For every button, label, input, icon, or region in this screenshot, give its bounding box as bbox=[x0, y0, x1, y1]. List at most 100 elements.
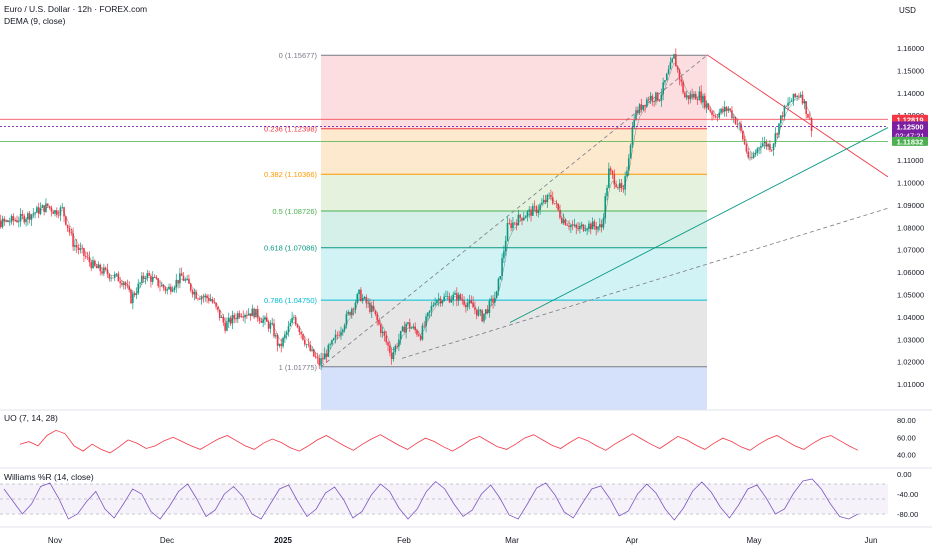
candle-body bbox=[298, 327, 301, 333]
candle-body bbox=[162, 284, 165, 288]
candle-body bbox=[732, 117, 735, 118]
candle-body bbox=[97, 264, 100, 269]
candle-body bbox=[381, 331, 384, 334]
uo-line bbox=[19, 429, 859, 454]
uo-tick-label: 60.00 bbox=[897, 433, 916, 442]
candle-body bbox=[705, 103, 708, 108]
candle-body bbox=[781, 115, 784, 117]
candle-body bbox=[200, 297, 203, 300]
time-tick-label: Nov bbox=[48, 536, 62, 545]
time-tick-label: Jun bbox=[865, 536, 878, 545]
candle-body bbox=[700, 91, 702, 103]
candle-body bbox=[626, 170, 628, 177]
candle-body bbox=[121, 283, 123, 285]
candle-body bbox=[329, 344, 331, 346]
candle-body bbox=[452, 294, 454, 300]
candle-body bbox=[751, 157, 753, 159]
candle-body bbox=[294, 317, 297, 325]
candle-body bbox=[323, 353, 326, 360]
fibonacci-retracement[interactable]: 0 (1.15677) 0.236 (1.12398) 0.382 (1.10366… bbox=[264, 51, 707, 410]
candle-body bbox=[287, 326, 290, 332]
candle-body bbox=[454, 293, 456, 295]
candle-body bbox=[486, 309, 489, 314]
price-axis[interactable]: 1.160001.150001.140001.130001.120001.110… bbox=[0, 44, 932, 528]
uo-tick-label: 40.00 bbox=[897, 451, 916, 460]
candle-body bbox=[92, 260, 94, 269]
candle-body bbox=[526, 211, 529, 217]
current-price-tag: 1.12500 bbox=[896, 122, 923, 131]
candle-body bbox=[229, 317, 232, 324]
candle-body bbox=[506, 223, 509, 241]
candle-body bbox=[419, 335, 422, 340]
candle-body bbox=[8, 221, 11, 223]
candle-body bbox=[399, 331, 402, 340]
candle-body bbox=[662, 82, 664, 95]
candlestick-series bbox=[0, 48, 813, 370]
candle-body bbox=[21, 213, 24, 216]
candle-body bbox=[356, 294, 359, 303]
candle-body bbox=[84, 255, 87, 257]
candle-body bbox=[345, 313, 348, 326]
candle-body bbox=[794, 93, 797, 97]
candle-body bbox=[539, 204, 541, 211]
candle-body bbox=[32, 213, 35, 215]
candle-body bbox=[226, 322, 228, 331]
candle-body bbox=[535, 206, 538, 213]
candle-body bbox=[61, 207, 64, 208]
candle-body bbox=[678, 69, 681, 80]
candle-body bbox=[282, 337, 284, 347]
candle-body bbox=[68, 228, 71, 233]
candle-body bbox=[513, 222, 516, 224]
fib-zone bbox=[321, 174, 707, 211]
price-tick-label: 1.01000 bbox=[897, 380, 924, 389]
candle-body bbox=[16, 220, 18, 223]
candle-body bbox=[316, 357, 319, 359]
candle-body bbox=[646, 99, 648, 107]
candle-body bbox=[177, 279, 179, 284]
candle-body bbox=[70, 232, 73, 234]
candle-body bbox=[716, 117, 719, 118]
price-tick-label: 1.10000 bbox=[897, 178, 924, 187]
candle-body bbox=[208, 298, 210, 301]
candle-body bbox=[656, 92, 659, 101]
candle-body bbox=[367, 303, 369, 304]
candle-body bbox=[483, 313, 485, 322]
time-tick-label: 2025 bbox=[274, 536, 292, 545]
candle-body bbox=[595, 226, 597, 230]
candle-body bbox=[799, 94, 802, 97]
candle-body bbox=[141, 275, 143, 283]
candle-body bbox=[450, 299, 453, 303]
candle-body bbox=[41, 205, 44, 208]
candle-body bbox=[144, 278, 147, 280]
candle-body bbox=[166, 289, 169, 291]
time-axis[interactable]: Nov Dec 2025 Feb Mar Apr May Jun bbox=[48, 536, 878, 545]
candle-body bbox=[215, 302, 217, 307]
candle-body bbox=[622, 188, 625, 190]
candle-body bbox=[351, 308, 353, 316]
candle-body bbox=[808, 117, 811, 119]
time-tick-label: Feb bbox=[397, 536, 411, 545]
price-tick-label: 1.11000 bbox=[897, 156, 924, 165]
candle-body bbox=[193, 291, 196, 295]
candle-body bbox=[542, 199, 545, 203]
fib-level-label: 0.786 (1.04750) bbox=[264, 296, 317, 305]
candle-body bbox=[302, 334, 304, 340]
candle-body bbox=[340, 331, 342, 336]
candle-body bbox=[713, 115, 715, 117]
candle-body bbox=[696, 99, 699, 101]
candle-body bbox=[579, 225, 581, 230]
candle-body bbox=[519, 214, 521, 218]
fib-level-label: 0.5 (1.08726) bbox=[272, 207, 317, 216]
candle-body bbox=[238, 313, 241, 317]
candle-body bbox=[124, 282, 127, 286]
currency-label: USD bbox=[899, 6, 916, 15]
candle-body bbox=[465, 304, 467, 308]
candle-body bbox=[738, 123, 740, 125]
price-tick-label: 1.07000 bbox=[897, 246, 924, 255]
candle-body bbox=[103, 267, 105, 274]
candle-body bbox=[113, 274, 116, 278]
candle-body bbox=[90, 262, 92, 269]
candle-body bbox=[276, 335, 279, 346]
candle-body bbox=[28, 213, 31, 220]
